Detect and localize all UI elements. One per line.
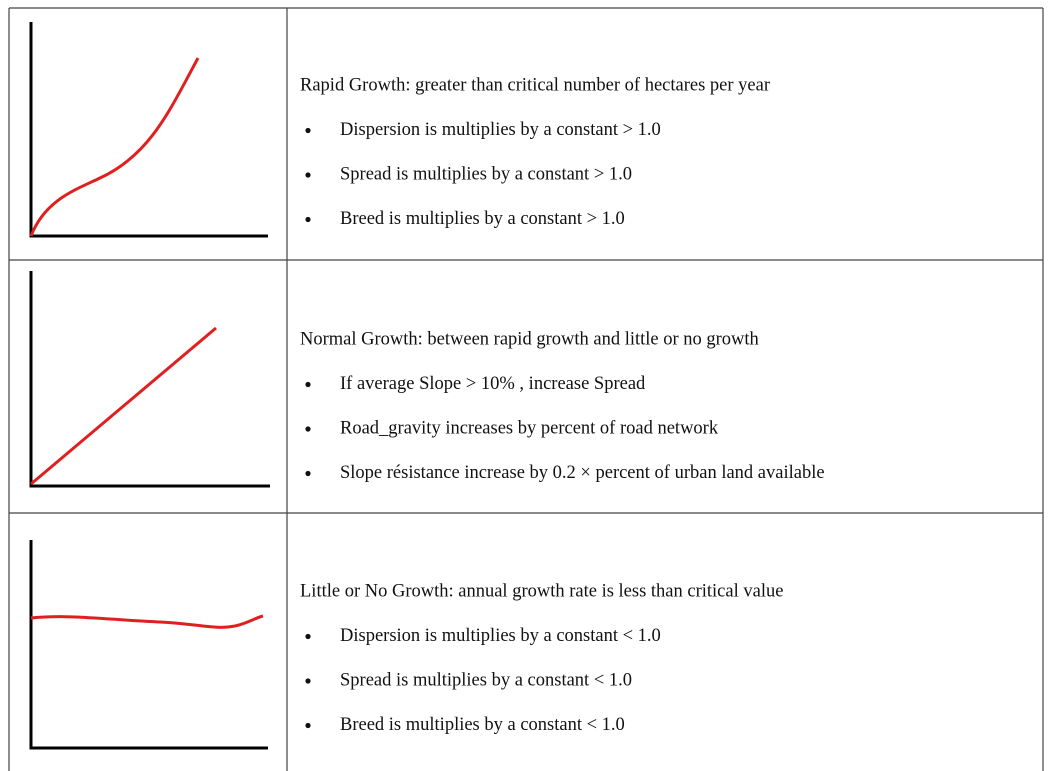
- bullet-dot: [305, 216, 311, 223]
- bullet-text: Breed is multiplies by a constant < 1.0: [340, 715, 625, 735]
- bullet-text: Dispersion is multiplies by a constant >…: [340, 120, 661, 140]
- bullet-dot: [305, 722, 311, 729]
- bullet-text: Spread is multiplies by a constant > 1.0: [340, 164, 632, 184]
- bullet-text: Road_gravity increases by percent of roa…: [340, 418, 719, 438]
- bullet-dot: [305, 127, 311, 134]
- bullet-dot: [305, 381, 311, 388]
- bullet-dot: [305, 172, 311, 178]
- row-heading: Normal Growth: between rapid growth and …: [300, 329, 759, 349]
- no-growth-icon: [29, 540, 268, 750]
- bullet-dot: [305, 470, 311, 477]
- rapid-growth-icon: [29, 22, 268, 238]
- bullet-dot: [305, 426, 311, 432]
- normal-growth-icon: [29, 271, 270, 488]
- bullet-text: Slope résistance increase by 0.2 × perce…: [340, 463, 825, 483]
- bullet-dot: [305, 678, 311, 684]
- table-grid: [8, 7, 1044, 771]
- row-heading: Little or No Growth: annual growth rate …: [300, 581, 783, 601]
- bullet-text: Spread is multiplies by a constant < 1.0: [340, 670, 632, 690]
- bullet-dot: [305, 633, 311, 640]
- bullet-text: Dispersion is multiplies by a constant <…: [340, 626, 661, 646]
- row-heading: Rapid Growth: greater than critical numb…: [300, 75, 770, 95]
- bullet-text: If average Slope > 10% , increase Spread: [340, 374, 646, 394]
- bullet-text: Breed is multiplies by a constant > 1.0: [340, 209, 625, 229]
